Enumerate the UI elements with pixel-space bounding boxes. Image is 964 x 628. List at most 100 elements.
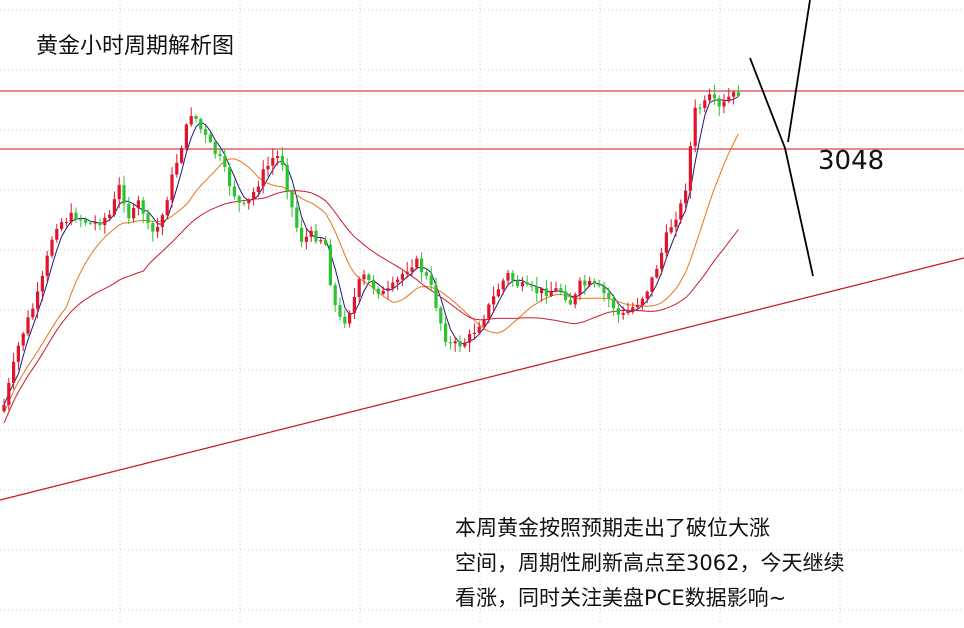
candle-up: [703, 100, 707, 108]
candle-down: [328, 244, 332, 286]
candle-down: [444, 323, 448, 343]
candle-up: [669, 227, 673, 233]
candle-down: [592, 280, 596, 284]
candle-down: [146, 213, 150, 224]
candle-down: [324, 240, 328, 245]
candle-down: [367, 274, 371, 281]
candle-up: [2, 404, 6, 411]
candle-up: [309, 230, 313, 237]
candle-up: [180, 147, 184, 163]
candle-up: [674, 219, 678, 228]
candle-up: [60, 222, 64, 229]
candle-up: [189, 115, 193, 125]
candle-up: [477, 326, 481, 333]
candle-up: [631, 307, 635, 312]
candle-up: [693, 107, 697, 147]
candle-up: [655, 268, 659, 278]
candle-down: [530, 284, 534, 287]
candle-up: [261, 169, 265, 187]
candle-down: [568, 299, 572, 305]
candle-up: [45, 255, 49, 276]
candle-down: [612, 298, 616, 309]
candle-down: [736, 92, 740, 96]
candle-down: [544, 288, 548, 296]
candle-up: [103, 217, 107, 226]
candle-down: [242, 202, 246, 204]
candle-up: [468, 334, 472, 343]
candles: [2, 84, 740, 414]
candle-down: [204, 129, 208, 135]
candle-down: [583, 280, 587, 286]
candle-down: [208, 134, 212, 142]
candle-up: [679, 203, 683, 220]
candle-up: [664, 232, 668, 253]
candle-up: [386, 288, 390, 291]
candle-up: [276, 156, 280, 158]
candle-down: [232, 186, 236, 197]
candle-up: [396, 279, 400, 283]
candle-up: [271, 157, 275, 166]
candle-down: [458, 341, 462, 347]
candle-up: [496, 289, 500, 297]
moving-average-mid: [3, 133, 739, 414]
candle-down: [338, 305, 342, 317]
candle-up: [472, 332, 476, 335]
candle-down: [616, 308, 620, 315]
candle-down: [199, 118, 203, 130]
candle-up: [93, 222, 97, 224]
candle-up: [7, 382, 11, 405]
candle-up: [357, 279, 361, 297]
candle-up: [31, 308, 35, 318]
candle-up: [319, 240, 323, 242]
candle-up: [487, 304, 491, 319]
chart-title: 黄金小时周期解析图: [36, 34, 235, 59]
analysis-note: 本周黄金按照预期走出了破位大涨 空间，周期性刷新高点至3062，今天继续 看涨，…: [455, 511, 844, 616]
candle-up: [21, 333, 25, 346]
candle-up: [362, 274, 366, 280]
candle-up: [645, 291, 649, 299]
moving-average-long: [3, 190, 739, 424]
candle-down: [535, 286, 539, 294]
candle-up: [26, 317, 30, 334]
projection-line-down: [749, 57, 814, 277]
candle-down: [602, 285, 606, 294]
candle-down: [223, 156, 227, 168]
candle-up: [492, 296, 496, 305]
candle-up: [108, 214, 112, 218]
horizontal-levels: [0, 90, 964, 150]
candle-up: [352, 296, 356, 314]
candle-up: [708, 94, 712, 101]
candle-down: [424, 272, 428, 276]
candle-up: [165, 200, 169, 216]
candle-down: [295, 207, 299, 228]
candle-up: [40, 275, 44, 292]
analysis-note-line-3: 看涨，同时关注美盘PCE数据影响~: [455, 586, 787, 610]
candle-up: [170, 174, 174, 201]
candle-down: [559, 288, 563, 292]
candle-down: [300, 227, 304, 242]
candle-up: [400, 273, 404, 280]
candle-down: [525, 282, 529, 285]
candle-up: [132, 208, 136, 219]
candle-up: [304, 236, 308, 242]
candle-up: [506, 273, 510, 281]
projection-line-up: [787, 0, 811, 143]
candle-up: [688, 146, 692, 191]
candle-up: [636, 305, 640, 308]
candle-down: [237, 196, 241, 203]
candle-down: [434, 284, 438, 308]
candle-up: [256, 186, 260, 192]
candle-up: [266, 165, 270, 170]
candle-down: [285, 164, 289, 191]
candle-up: [16, 345, 20, 362]
candle-down: [376, 288, 380, 294]
moving-average-short: [3, 96, 739, 406]
ascending-support-line: [0, 257, 964, 501]
candle-down: [717, 98, 721, 107]
candle-up: [405, 271, 409, 274]
candle-up: [136, 200, 140, 209]
candle-down: [151, 223, 155, 232]
candle-up: [727, 96, 731, 102]
trend-lines: [0, 0, 964, 501]
candle-down: [314, 230, 318, 242]
